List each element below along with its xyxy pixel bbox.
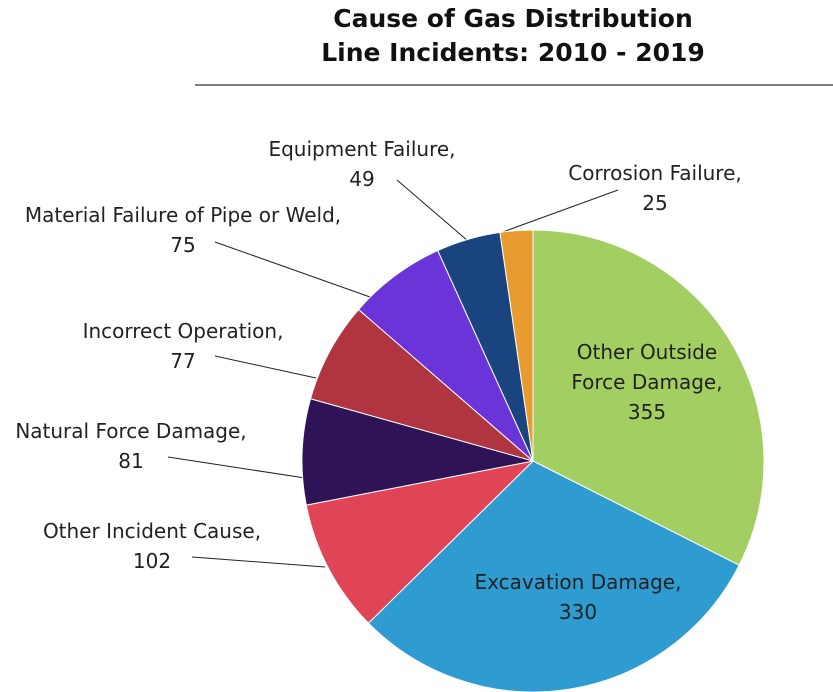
leader-lines: [167, 179, 619, 568]
data-label: Corrosion Failure, 25: [568, 158, 742, 218]
leader-line: [396, 179, 469, 242]
label-category: Other Outside Force Damage,: [571, 340, 723, 394]
data-label: Natural Force Damage, 81: [15, 416, 246, 476]
data-label: Incorrect Operation, 77: [83, 316, 284, 376]
leader-line: [214, 355, 317, 379]
label-value: 77: [170, 349, 196, 373]
pie-slice: [305, 460, 535, 624]
pie-slice: [532, 229, 765, 566]
leader-line: [191, 556, 326, 568]
pie-slice: [309, 308, 534, 462]
label-category: Excavation Damage,: [474, 570, 682, 594]
label-value: 355: [627, 400, 667, 424]
pie-slice: [301, 398, 534, 506]
label-value: 49: [349, 167, 375, 191]
label-category: Equipment Failure,: [268, 137, 456, 161]
data-label: Equipment Failure, 49: [268, 134, 455, 194]
data-label: Material Failure of Pipe or Weld, 75: [25, 200, 341, 260]
data-label: Other Outside Force Damage, 355: [552, 337, 742, 427]
label-value: 25: [642, 191, 668, 215]
label-category: Incorrect Operation,: [82, 319, 284, 343]
leader-line: [214, 241, 371, 298]
data-label: Other Incident Cause, 102: [43, 516, 261, 576]
chart-title: Cause of Gas Distribution Line Incidents…: [321, 4, 705, 67]
label-category: Corrosion Failure,: [568, 161, 742, 185]
label-category: Other Incident Cause,: [42, 519, 262, 543]
label-value: 330: [558, 600, 598, 624]
label-category: Natural Force Damage,: [15, 419, 247, 443]
label-value: 75: [170, 233, 196, 257]
leader-line: [499, 189, 619, 234]
data-label: Excavation Damage, 330: [475, 567, 682, 627]
label-value: 102: [132, 549, 172, 573]
label-category: Material Failure of Pipe or Weld,: [24, 203, 342, 227]
pie-slice: [499, 229, 534, 462]
label-value: 81: [118, 449, 144, 473]
leader-line: [167, 456, 306, 479]
pie-slice: [367, 460, 740, 692]
